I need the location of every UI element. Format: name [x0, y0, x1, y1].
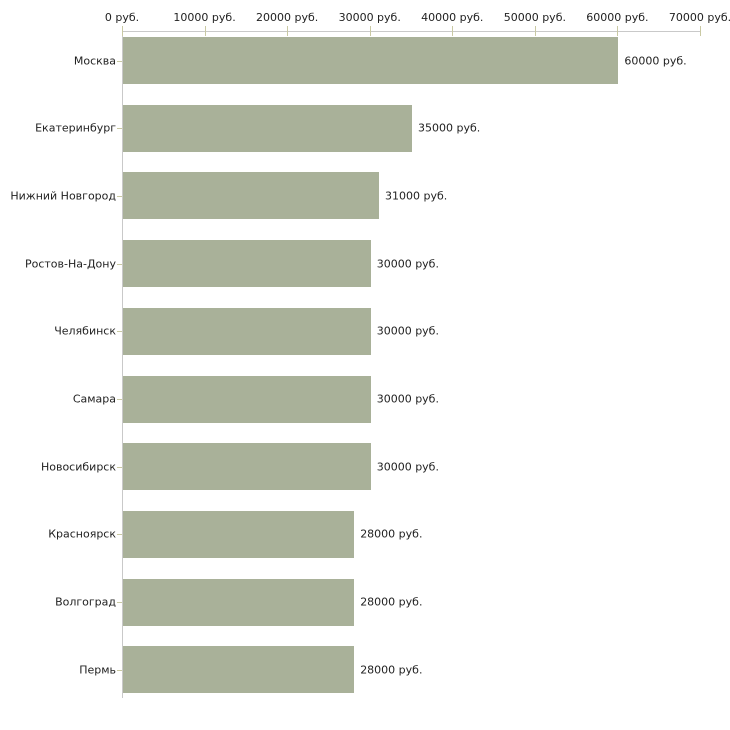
x-tick-mark [204, 26, 206, 36]
y-tick-mark [117, 264, 122, 265]
x-tick-mark [700, 26, 701, 36]
y-tick-mark [117, 128, 122, 129]
x-tick-label: 0 руб. [104, 11, 140, 24]
bar-Самара [123, 375, 371, 423]
y-tick-mark [117, 534, 122, 535]
category-label: Челябинск [54, 324, 116, 338]
value-label: 28000 руб. [360, 663, 423, 677]
value-label: 30000 руб. [376, 392, 439, 406]
category-label: Москва [73, 54, 116, 67]
x-tick-mark [369, 26, 371, 36]
bar-Пермь [123, 646, 355, 694]
x-tick-label: 30000 руб. [338, 11, 401, 24]
y-axis-line [122, 31, 123, 699]
x-tick-label: 50000 руб. [503, 11, 566, 24]
y-tick-mark [117, 670, 122, 671]
category-label: Новосибирск [40, 460, 116, 474]
category-label: Красноярск [48, 527, 116, 541]
y-tick-mark [117, 467, 122, 468]
x-tick-label: 60000 руб. [586, 11, 649, 24]
y-tick-mark [117, 196, 122, 197]
x-tick-mark [534, 26, 536, 36]
value-label: 28000 руб. [360, 595, 423, 609]
bar-Ростов-На-Дону [123, 240, 371, 288]
value-label: 28000 руб. [360, 527, 423, 541]
bar-Екатеринбург [123, 104, 412, 152]
bar-Челябинск [123, 307, 371, 355]
x-tick-label: 70000 руб. [668, 11, 730, 24]
category-label: Нижний Новгород [10, 189, 116, 203]
bar-Красноярск [123, 510, 355, 558]
y-tick-mark [117, 61, 122, 62]
bar-Новосибирск [123, 443, 371, 491]
x-tick-mark [452, 26, 454, 36]
value-label: 35000 руб. [418, 121, 481, 135]
value-label: 60000 руб. [624, 54, 687, 67]
category-label: Волгоград [55, 595, 116, 609]
x-tick-mark [287, 26, 289, 36]
bar-Москва [123, 37, 619, 84]
value-label: 30000 руб. [376, 257, 439, 271]
category-label: Ростов-На-Дону [24, 257, 116, 271]
y-tick-mark [117, 331, 122, 332]
x-tick-mark [617, 26, 619, 36]
category-label: Екатеринбург [35, 121, 116, 135]
x-tick-label: 10000 руб. [173, 11, 236, 24]
value-label: 30000 руб. [376, 460, 439, 474]
x-tick-label: 20000 руб. [256, 11, 319, 24]
value-label: 30000 руб. [376, 324, 439, 338]
y-tick-mark [117, 602, 122, 603]
x-axis-line [122, 31, 700, 32]
x-tick-label: 40000 руб. [421, 11, 484, 24]
y-tick-mark [117, 399, 122, 400]
bar-Нижний Новгород [123, 172, 379, 220]
value-label: 31000 руб. [384, 189, 448, 203]
bar-Волгоград [123, 578, 355, 626]
category-label: Самара [72, 392, 116, 406]
category-label: Пермь [79, 663, 116, 677]
x-tick-mark [122, 26, 123, 36]
